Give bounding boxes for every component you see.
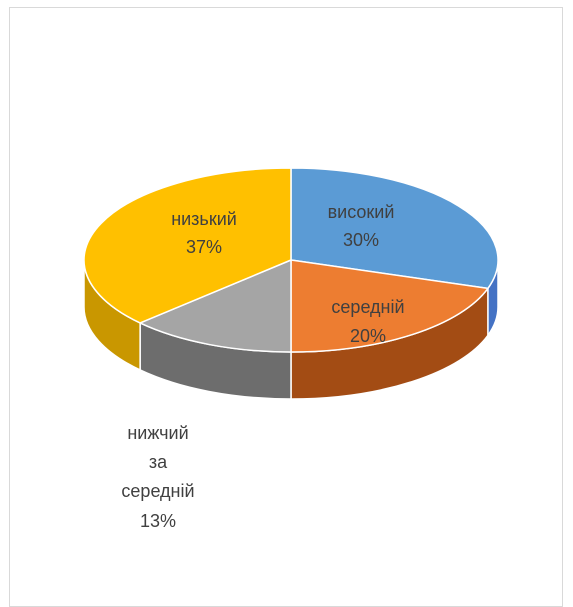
label-low-pct: 37% (186, 237, 222, 257)
label-below-avg-pct: 13% (140, 511, 176, 531)
slice-below-average (139, 259, 292, 353)
label-high-pct: 30% (343, 230, 379, 250)
label-medium-pct: 20% (350, 326, 386, 346)
slice-medium (290, 259, 489, 353)
label-low-name: низький (171, 209, 237, 229)
label-below-avg-line1: нижчий (127, 423, 188, 443)
pie-chart: високий 30% середній 20% низький 37% ниж… (83, 167, 499, 531)
label-high-name: високий (328, 202, 395, 222)
label-below-avg-line3: середній (121, 481, 194, 501)
label-below-avg-line2: за (149, 452, 168, 472)
slice-low (83, 167, 292, 324)
label-medium-name: середній (331, 297, 404, 317)
slice-high (290, 167, 499, 290)
